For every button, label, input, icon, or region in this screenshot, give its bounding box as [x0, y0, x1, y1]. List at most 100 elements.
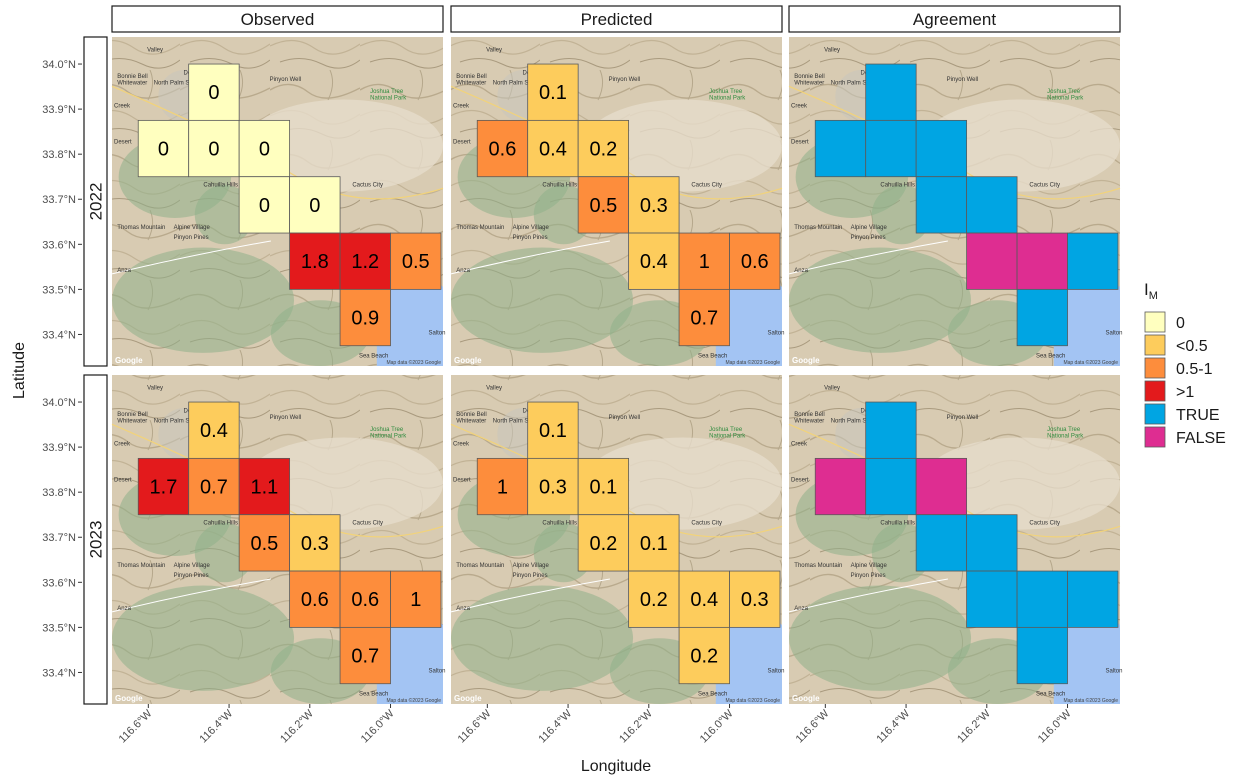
grid-cell [339, 570, 391, 628]
cell-value-label: 1.8 [301, 251, 329, 273]
basemap-place-label: Desert [114, 478, 132, 484]
basemap-place-label: Bonnie Bell [117, 74, 147, 80]
basemap-place-label: Alpine Village [174, 563, 211, 569]
grid-cell [729, 570, 781, 628]
basemap-place-label: Whitewater [456, 80, 486, 86]
grid-cell [188, 401, 240, 459]
basemap-place-label: Creek [453, 104, 470, 110]
basemap-place-label: Creek [791, 442, 808, 448]
grid-cell [238, 176, 291, 234]
basemap-place-label: Anza [117, 606, 131, 612]
row-strip-label: 2023 [87, 521, 106, 559]
basemap-place-label: Cahuilla Hills [880, 520, 915, 526]
column-strip-label: Agreement [913, 10, 996, 29]
cell-value-label: 0.7 [690, 308, 718, 330]
y-tick-label: 33.7°N [42, 532, 76, 544]
basemap-water [1053, 268, 1120, 366]
panel-2023-predicted: ValleyDesert SpringsBonnie BellWhitewate… [450, 375, 784, 704]
basemap-place-label: Creek [114, 104, 131, 110]
grid-cell [865, 401, 917, 459]
basemap-park-label: Joshua Tree [370, 427, 404, 433]
basemap-place-label: Cactus City [691, 520, 722, 526]
grid-cell [339, 288, 391, 347]
panel-2022-observed: ValleyDesert SpringsBonnie BellWhitewate… [111, 37, 445, 366]
grid-cell [527, 63, 579, 121]
legend-swatch [1144, 334, 1166, 356]
basemap-place-label: Thomas Mountain [456, 225, 504, 231]
basemap-place-label: North Palm Springs [493, 80, 545, 86]
google-logo: Google [115, 356, 143, 365]
legend-swatch [1144, 403, 1166, 425]
cell-value-label: 0.1 [539, 420, 567, 442]
cell-value-label: 0.4 [640, 251, 668, 273]
grid-cell [814, 119, 867, 178]
grid-cell [188, 457, 240, 516]
google-logo: Google [792, 694, 820, 703]
basemap-water [376, 606, 443, 704]
basemap-place-label: Whitewater [117, 80, 147, 86]
basemap-place-label: Sea Beach [698, 692, 727, 698]
strip-box [788, 5, 1121, 33]
basemap-place-label: Sea Beach [1036, 354, 1065, 360]
basemap-road [450, 85, 783, 200]
grid-cell [137, 457, 190, 516]
grid-cell [339, 626, 391, 685]
basemap-place-label: Sea Beach [698, 354, 727, 360]
basemap-place-label: Creek [791, 104, 808, 110]
y-tick-label: 33.5°N [42, 284, 76, 296]
basemap-park-label: Joshua Tree [370, 89, 404, 95]
strip-box [83, 36, 108, 367]
legend-label: 0 [1176, 315, 1185, 332]
grid-cell [1016, 626, 1068, 685]
basemap-place-label: Sea Beach [359, 354, 388, 360]
strip-box [111, 5, 444, 33]
basemap-place-label: Salton [428, 331, 445, 337]
grid-cell [678, 232, 730, 290]
panel-2023-agreement: ValleyDesert SpringsBonnie BellWhitewate… [788, 375, 1122, 704]
basemap-place-label: Salton [767, 331, 784, 337]
legend-label: TRUE [1176, 407, 1220, 424]
panel-2023-observed: ValleyDesert SpringsBonnie BellWhitewate… [111, 375, 445, 704]
panel-2022-agreement: ValleyDesert SpringsBonnie BellWhitewate… [788, 37, 1122, 366]
cell-value-label: 1 [410, 589, 421, 611]
strip-box [450, 5, 783, 33]
basemap-place-label: Pinyon Well [609, 415, 641, 421]
column-strip-label: Observed [241, 10, 315, 29]
basemap-place-label: Bonnie Bell [117, 412, 147, 418]
basemap-place-label: Cactus City [352, 520, 383, 526]
basemap-road [111, 578, 271, 613]
basemap-place-label: Alpine Village [513, 563, 550, 569]
basemap-place-label: Salton [767, 669, 784, 675]
basemap-place-label: Desert [453, 140, 471, 146]
basemap-place-label: Creek [114, 442, 131, 448]
y-tick-label: 33.9°N [42, 104, 76, 116]
cell-value-label: 0.1 [539, 82, 567, 104]
basemap-place-label: North Palm Springs [154, 418, 206, 424]
grid-cell [476, 457, 529, 516]
basemap-road [788, 578, 948, 613]
basemap-place-label: Anza [794, 268, 808, 274]
basemap-flat [583, 437, 782, 530]
map-panels: ValleyDesert SpringsBonnie BellWhitewate… [111, 37, 1122, 704]
grid-cell [915, 176, 968, 234]
basemap-relief [789, 585, 972, 691]
basemap-place-label: Salton [1105, 331, 1122, 337]
basemap-place-label: Valley [147, 386, 163, 392]
basemap-place-label: Alpine Village [851, 563, 888, 569]
basemap-place-label: Bonnie Bell [794, 412, 824, 418]
basemap-road [450, 423, 783, 538]
y-tick-label: 33.6°N [42, 577, 76, 589]
basemap-place-label: Thomas Mountain [794, 225, 842, 231]
basemap-place-label: Cactus City [1029, 182, 1060, 188]
grid-cell [628, 570, 680, 628]
column-strip-observed: Observed [111, 5, 444, 33]
y-tick-label: 33.9°N [42, 442, 76, 454]
basemap-park-label: Joshua Tree [709, 89, 743, 95]
basemap-place-label: Alpine Village [851, 225, 888, 231]
cell-value-label: 0.2 [589, 533, 617, 555]
basemap-flat [244, 99, 443, 192]
cell-value-label: 0.6 [301, 589, 329, 611]
basemap-place-label: Pinyon Well [947, 77, 979, 83]
basemap-credit: Map data ©2023 Google [725, 697, 780, 704]
x-tick-label: 116.4°W [874, 707, 912, 745]
